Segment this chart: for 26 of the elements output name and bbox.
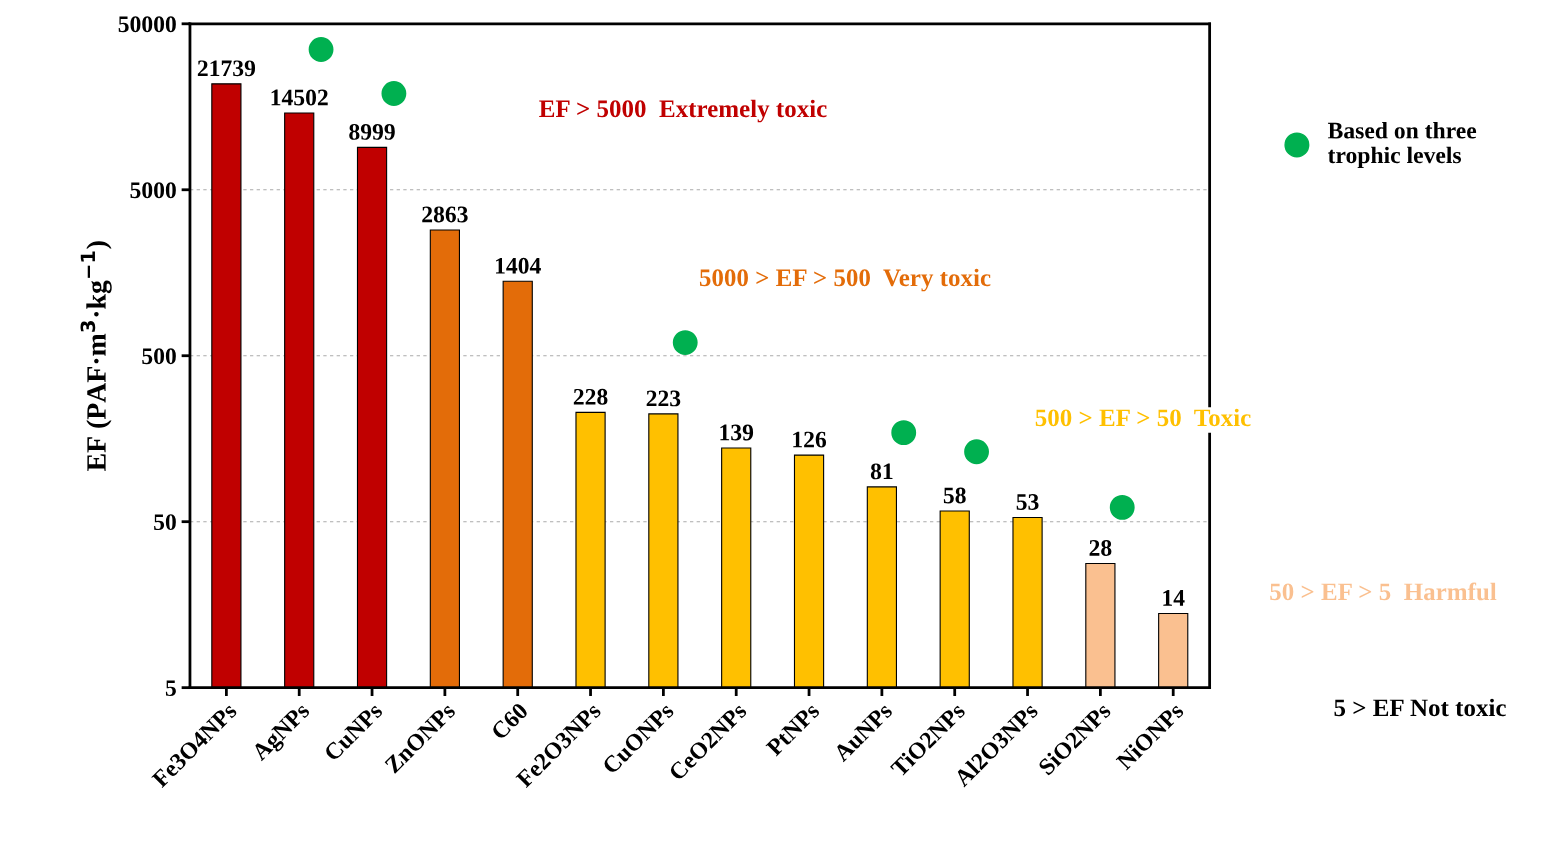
data-label: 53 [1016, 494, 1039, 510]
text: 50 > EF > 5 Harmful [1270, 582, 1497, 601]
annotation: 500 > EF > 50 Toxic [1035, 408, 1251, 427]
data-label: 14502 [271, 89, 328, 106]
data-label: 81 [870, 463, 893, 480]
y-tick-label: 5 [165, 680, 176, 697]
data-label: 2863 [422, 206, 468, 223]
data-label: 21739 [197, 60, 256, 77]
data-label: 58 [943, 487, 966, 504]
y-axis-title: EF (PAF·m$^{3}$·kg$^{−1}$) [80, 241, 112, 471]
data-label: 126 [793, 431, 827, 448]
data-label: 8999 [349, 123, 395, 140]
annotation: 5000 > EF > 500 Very toxic [699, 268, 991, 292]
data-label: 1404 [496, 257, 541, 274]
data-label: 14 [1163, 590, 1185, 606]
data-label: 228 [573, 388, 608, 405]
annotation: EF > 5000 Extremely toxic [539, 99, 827, 123]
y-tick-label: 5000 [130, 182, 176, 199]
data-label: 139 [720, 424, 754, 441]
data-label: 28 [1089, 539, 1112, 556]
legend-label: Based on three trophic levels [1327, 121, 1477, 169]
y-tick-label: 50000 [118, 16, 176, 33]
y-tick-label: 500 [142, 348, 176, 365]
y-tick-label: 50 [154, 514, 176, 531]
data-label: 223 [646, 390, 681, 407]
text: 5 > EF Not toxic [1334, 698, 1506, 717]
